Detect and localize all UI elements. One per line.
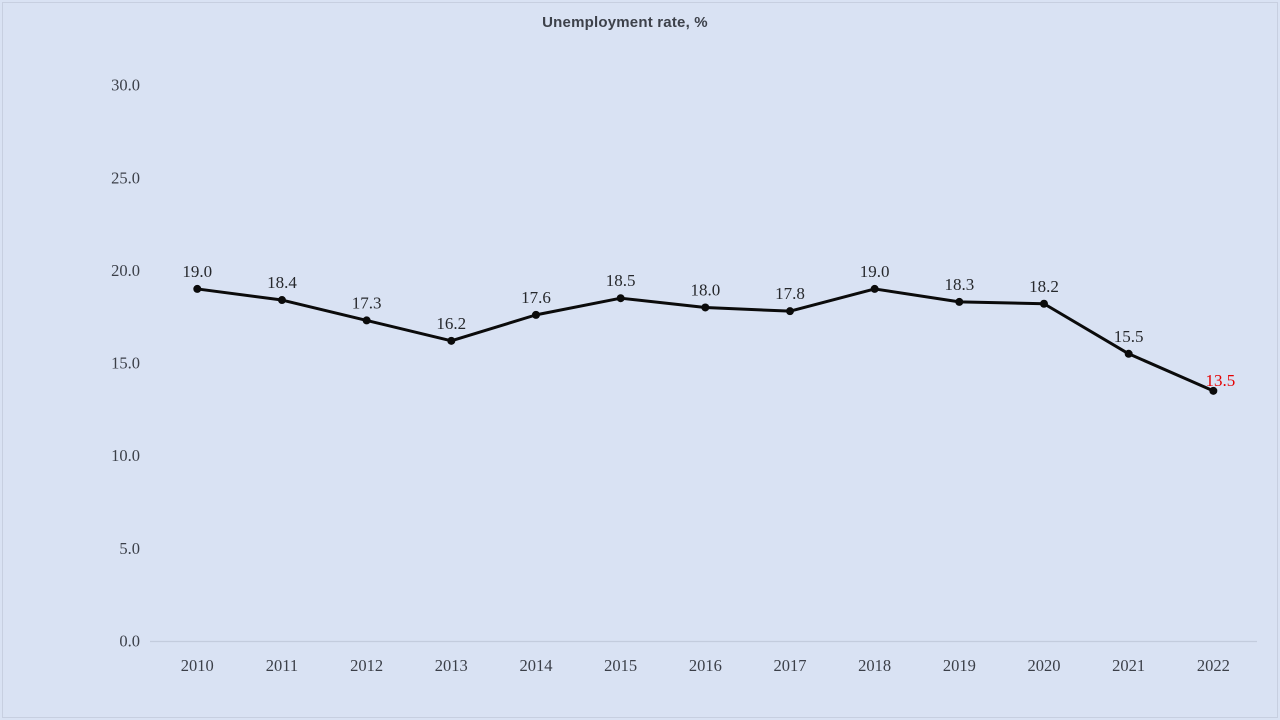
y-tick-label: 30.0 [111, 76, 140, 95]
chart-title: Unemployment rate, % [542, 14, 708, 31]
point-label: 15.5 [1114, 327, 1144, 346]
point-label: 17.8 [775, 284, 805, 303]
point-label: 16.2 [436, 314, 466, 333]
x-tick-label: 2019 [943, 656, 976, 675]
point-label: 18.4 [267, 273, 297, 292]
x-tick-label: 2015 [604, 656, 637, 675]
point-label: 19.0 [182, 262, 212, 281]
x-tick-label: 2018 [858, 656, 891, 675]
point-label: 18.0 [690, 280, 720, 299]
point-label: 18.2 [1029, 277, 1059, 296]
y-tick-label: 10.0 [111, 446, 140, 465]
data-point [870, 284, 879, 293]
data-point [785, 307, 794, 316]
data-point [1209, 386, 1218, 395]
data-point [447, 336, 456, 345]
x-tick-label: 2013 [435, 656, 468, 675]
data-point [531, 310, 540, 319]
point-label: 17.6 [521, 288, 551, 307]
x-tick-label: 2020 [1028, 656, 1061, 675]
x-tick-label: 2010 [181, 656, 214, 675]
data-point [955, 297, 964, 306]
data-point [1040, 299, 1048, 308]
x-tick-label: 2011 [266, 656, 298, 675]
point-label: 19.0 [860, 262, 890, 281]
point-label: 18.5 [606, 271, 636, 290]
data-point [701, 303, 710, 312]
point-label: 17.3 [352, 293, 382, 312]
y-tick-label: 5.0 [119, 539, 140, 558]
data-point [193, 284, 202, 293]
x-tick-label: 2014 [519, 656, 552, 675]
x-tick-label: 2016 [689, 656, 722, 675]
data-point [277, 296, 286, 305]
y-tick-label: 0.0 [119, 632, 140, 651]
data-point [362, 316, 371, 325]
x-tick-label: 2022 [1197, 656, 1230, 675]
point-label: 18.3 [944, 275, 974, 294]
y-tick-label: 15.0 [111, 354, 140, 373]
point-label: 13.5 [1205, 371, 1235, 390]
y-tick-label: 25.0 [111, 168, 140, 187]
data-point [1124, 349, 1133, 358]
x-tick-label: 2021 [1112, 656, 1145, 675]
x-tick-label: 2012 [350, 656, 383, 675]
y-tick-label: 20.0 [111, 261, 140, 280]
data-point [616, 294, 625, 303]
x-tick-label: 2017 [773, 656, 806, 675]
